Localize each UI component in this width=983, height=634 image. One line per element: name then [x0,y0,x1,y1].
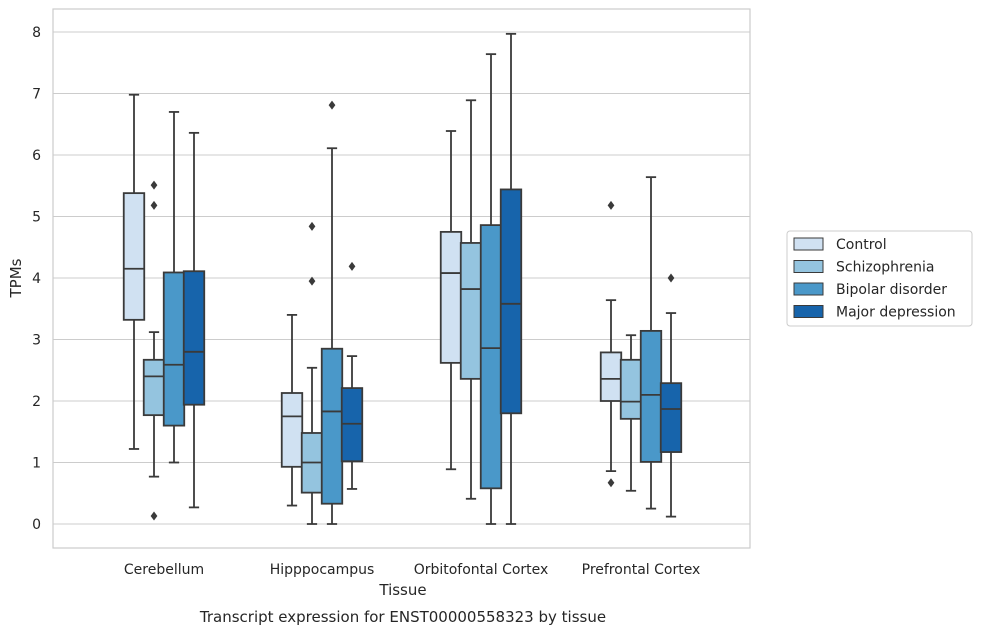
box-bipolar-disorder [479,53,503,525]
box-control [280,313,304,507]
y-tick-label: 5 [32,210,41,226]
iqr-box [599,351,623,402]
y-tick-label: 6 [32,148,41,164]
outlier-point [308,276,316,286]
box-bipolar-disorder [639,176,663,510]
outlier-point [607,200,615,210]
y-tick-label: 8 [32,25,41,41]
outlier-point [150,511,158,521]
outlier-point [150,200,158,210]
iqr-box [439,230,463,364]
outlier-point [308,221,316,231]
outlier-point [150,180,158,190]
y-tick-label: 2 [32,394,41,410]
y-axis-label: TPMs [7,258,25,298]
iqr-box [639,329,663,463]
outlier-point [667,273,675,283]
iqr-box [122,192,146,321]
x-tick-label: Cerebellum [124,562,204,578]
boxes [122,32,683,525]
box-major-depression [340,261,364,490]
iqr-box [459,242,483,380]
legend-swatch [793,282,824,296]
iqr-box [479,224,503,490]
iqr-box [499,188,523,415]
y-tick-label: 7 [32,87,41,103]
x-tick-label: Prefrontal Cortex [582,562,701,578]
box-major-depression [659,273,683,518]
legend-label: Major depression [836,305,956,321]
y-tick-label: 4 [32,271,41,287]
box-bipolar-disorder [320,100,344,525]
legend-swatch [793,237,824,251]
y-tick-label: 0 [32,517,41,533]
box-control [439,130,463,471]
iqr-box [320,347,344,505]
iqr-box [280,392,304,468]
x-tick-label: Orbitofontal Cortex [414,562,549,578]
y-tick-label: 1 [32,456,41,472]
x-tick-labels: Cerebellum Hipppocampus Orbitofontal Corte… [124,562,700,578]
iqr-box [162,271,186,427]
iqr-box [659,382,683,453]
outlier-point [607,478,615,488]
legend-label: Schizophrenia [836,260,934,276]
plot-frame [52,8,751,549]
legend-frame [786,230,973,327]
outlier-point [328,100,336,110]
x-tick-label: Hipppocampus [270,562,375,578]
iqr-box [619,358,643,420]
box-schizophrenia [300,221,324,525]
legend-swatch [793,260,824,273]
iqr-box [142,358,166,417]
box-schizophrenia [459,99,483,500]
iqr-box [182,270,206,406]
box-schizophrenia [619,334,643,492]
legend-label: Control [836,237,887,253]
box-bipolar-disorder [162,111,186,464]
y-tick-label: 3 [32,333,41,349]
iqr-box [340,387,364,463]
legend: Control Schizophrenia Bipolar disorder Majo… [786,230,973,327]
box-control [122,93,146,450]
x-axis-label: Tissue [378,581,426,599]
outlier-point [348,261,356,271]
box-schizophrenia [142,180,166,521]
box-major-depression [182,131,206,509]
legend-swatch [793,305,824,318]
box-control [599,200,623,488]
y-tick-labels: 0 1 2 3 4 5 6 7 8 [32,25,41,533]
chart-caption: Transcript expression for ENST0000055832… [199,608,606,626]
box-major-depression [499,32,523,525]
legend-label: Bipolar disorder [836,282,947,298]
